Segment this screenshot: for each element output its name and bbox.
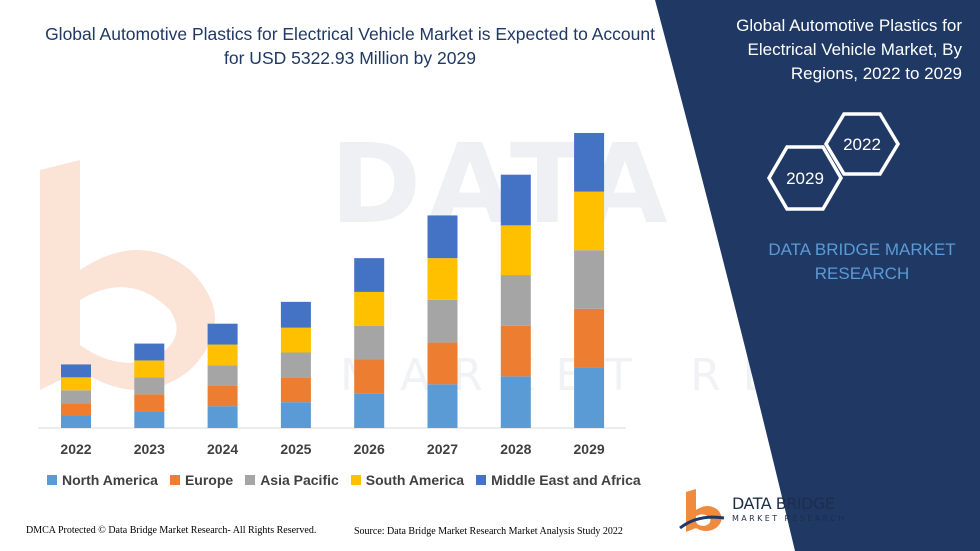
bar-segment-2024-north-america bbox=[207, 406, 238, 428]
bar-segment-2027-asia-pacific bbox=[427, 299, 458, 343]
bar-segment-2028-asia-pacific bbox=[500, 275, 531, 326]
legend-label: Asia Pacific bbox=[260, 472, 339, 488]
bar-segment-2026-south-america bbox=[354, 291, 385, 326]
bar-segment-2025-south-america bbox=[280, 327, 311, 353]
bar-segment-2026-north-america bbox=[354, 393, 385, 428]
copyright-notice: DMCA Protected © Data Bridge Market Rese… bbox=[26, 525, 317, 536]
legend-swatch bbox=[476, 475, 487, 485]
legend-swatch bbox=[245, 475, 256, 485]
bar-segment-2023-south-america bbox=[134, 360, 165, 378]
bar-segment-2027-north-america bbox=[427, 384, 458, 428]
legend-item: Asia Pacific bbox=[245, 472, 339, 488]
bar-segment-2023-asia-pacific bbox=[134, 377, 165, 395]
bar-segment-2022-europe bbox=[61, 403, 91, 416]
legend-label: North America bbox=[62, 472, 158, 488]
bar-segment-2026-asia-pacific bbox=[354, 325, 385, 360]
bar-segment-2024-south-america bbox=[207, 344, 238, 366]
x-tick-label: 2025 bbox=[280, 441, 311, 457]
hex-year-2022: 2022 bbox=[843, 135, 881, 154]
x-tick-label: 2027 bbox=[427, 441, 458, 457]
bar-segment-2025-north-america bbox=[280, 402, 311, 428]
bar-segment-2026-middle-east-and-africa bbox=[354, 258, 385, 292]
bar-segment-2028-europe bbox=[500, 325, 531, 377]
legend-item: Europe bbox=[169, 472, 234, 488]
brand-text: DATA BRIDGE MARKET RESEARCH bbox=[768, 240, 956, 283]
bar-segment-2027-south-america bbox=[427, 258, 458, 300]
bar-segment-2025-europe bbox=[280, 377, 311, 403]
bar-segment-2024-asia-pacific bbox=[207, 365, 238, 386]
bar-segment-2028-north-america bbox=[500, 376, 531, 428]
legend-label: Europe bbox=[184, 472, 234, 488]
logo-name: DATA BRIDGE bbox=[732, 494, 835, 513]
legend-item: North America bbox=[47, 472, 158, 488]
bar-segment-2023-europe bbox=[134, 394, 165, 412]
bar-segment-2022-middle-east-and-africa bbox=[61, 364, 91, 378]
bar-segment-2029-europe bbox=[574, 308, 605, 368]
legend-item: South America bbox=[350, 472, 465, 488]
x-tick-label: 2026 bbox=[354, 441, 385, 457]
legend-swatch bbox=[47, 475, 57, 485]
bar-segment-2029-south-america bbox=[574, 191, 605, 251]
bar-segment-2028-middle-east-and-africa bbox=[500, 174, 531, 226]
x-tick-label: 2029 bbox=[574, 441, 605, 457]
legend-label: Middle East and Africa bbox=[491, 472, 641, 488]
bar-segment-2028-south-america bbox=[500, 225, 531, 276]
chart-title: Global Automotive Plastics for Electrica… bbox=[45, 24, 655, 68]
data-bridge-b-logo-icon bbox=[679, 489, 725, 532]
bar-segment-2027-middle-east-and-africa bbox=[427, 215, 458, 259]
bar-segment-2029-middle-east-and-africa bbox=[574, 132, 605, 192]
bar-segment-2029-north-america bbox=[574, 367, 605, 428]
logo-subtitle: MARKET RESEARCH bbox=[732, 514, 847, 523]
bar-segment-2025-asia-pacific bbox=[280, 352, 311, 378]
bar-segment-2026-europe bbox=[354, 359, 385, 394]
legend-swatch bbox=[350, 475, 361, 485]
bar-segment-2023-north-america bbox=[134, 411, 165, 428]
bar-segment-2024-middle-east-and-africa bbox=[207, 323, 238, 345]
panel-title: Global Automotive Plastics for Electrica… bbox=[736, 16, 962, 83]
bar-segment-2027-europe bbox=[427, 342, 458, 385]
legend-item: Middle East and Africa bbox=[476, 472, 641, 488]
bar-segment-2024-europe bbox=[207, 385, 238, 407]
bar-segment-2023-middle-east-and-africa bbox=[134, 343, 165, 361]
bar-segment-2022-south-america bbox=[61, 377, 91, 391]
bar-segment-2022-north-america bbox=[61, 415, 91, 428]
legend-swatch bbox=[169, 475, 180, 485]
bar-segment-2029-asia-pacific bbox=[574, 250, 605, 309]
hexagon-icon: 2029 bbox=[766, 145, 844, 211]
x-tick-label: 2023 bbox=[134, 441, 165, 457]
bar-segment-2022-asia-pacific bbox=[61, 390, 91, 404]
x-tick-label: 2022 bbox=[60, 441, 91, 457]
source-note: Source: Data Bridge Market Research Mark… bbox=[354, 526, 623, 537]
x-tick-label: 2028 bbox=[500, 441, 531, 457]
x-tick-label: 2024 bbox=[207, 441, 238, 457]
hexagon-icon: 2022 bbox=[823, 112, 901, 176]
bar-segment-2025-middle-east-and-africa bbox=[280, 301, 311, 328]
hex-year-2029: 2029 bbox=[786, 169, 824, 188]
legend-label: South America bbox=[365, 472, 465, 488]
chart-legend: North America Europe Asia Pacific South Ame… bbox=[47, 472, 653, 488]
